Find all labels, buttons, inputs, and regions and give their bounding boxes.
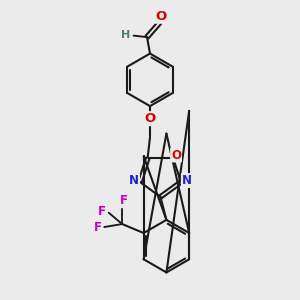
Text: O: O (155, 10, 167, 23)
Text: F: F (120, 194, 128, 207)
Text: N: N (182, 174, 192, 187)
Text: N: N (129, 174, 139, 187)
Text: F: F (94, 221, 102, 234)
Text: O: O (144, 112, 156, 125)
Text: O: O (171, 148, 181, 161)
Text: F: F (98, 205, 106, 218)
Text: H: H (121, 30, 130, 40)
